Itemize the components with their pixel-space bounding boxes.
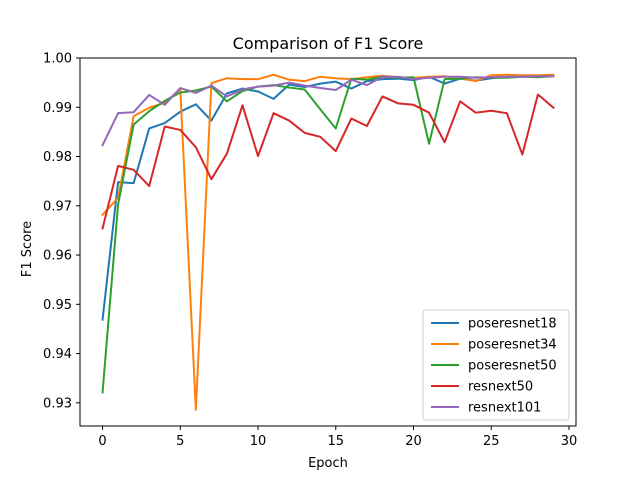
y-tick-label: 0.96 [43, 249, 72, 264]
y-tick-label: 0.97 [43, 199, 72, 214]
y-axis-title: F1 Score [20, 221, 35, 277]
axes-frame [79, 57, 577, 427]
legend: poseresnet18 poseresnet34 poseresnet50 resn… [422, 309, 570, 421]
x-tick-label: 30 [561, 434, 578, 449]
legend-box [422, 309, 570, 421]
series-line-resnext50 [101, 93, 555, 230]
x-tick-label: 15 [328, 434, 345, 449]
legend-label-resnext101: resnext101 [468, 401, 541, 416]
legend-label-poseresnet34: poseresnet34 [468, 338, 557, 353]
x-tick-label: 25 [483, 434, 500, 449]
legend-label-poseresnet50: poseresnet50 [468, 359, 557, 374]
x-tick-label: 10 [250, 434, 267, 449]
series-line-resnext101 [101, 75, 555, 147]
x-tick-label: 20 [405, 434, 422, 449]
y-tick-label: 1.00 [43, 52, 72, 67]
chart-title: Comparison of F1 Score [233, 34, 424, 53]
legend-label-poseresnet18: poseresnet18 [468, 317, 557, 332]
y-tick-label: 0.99 [43, 101, 72, 116]
plot-area [101, 73, 555, 411]
x-axis-title: Epoch [308, 456, 348, 471]
y-tick-label: 0.98 [43, 150, 72, 165]
y-tick-label: 0.95 [43, 298, 72, 313]
series-lines [101, 73, 555, 411]
y-tick-label: 0.93 [43, 396, 72, 411]
y-tick-label: 0.94 [43, 347, 72, 362]
x-tick-label: 0 [98, 434, 106, 449]
x-tick-label: 5 [176, 434, 184, 449]
axes: 0 5 10 15 20 25 30 0.93 0.94 0.95 0.96 0.97 0.98 0.99… [43, 52, 577, 450]
legend-label-resnext50: resnext50 [468, 380, 533, 395]
